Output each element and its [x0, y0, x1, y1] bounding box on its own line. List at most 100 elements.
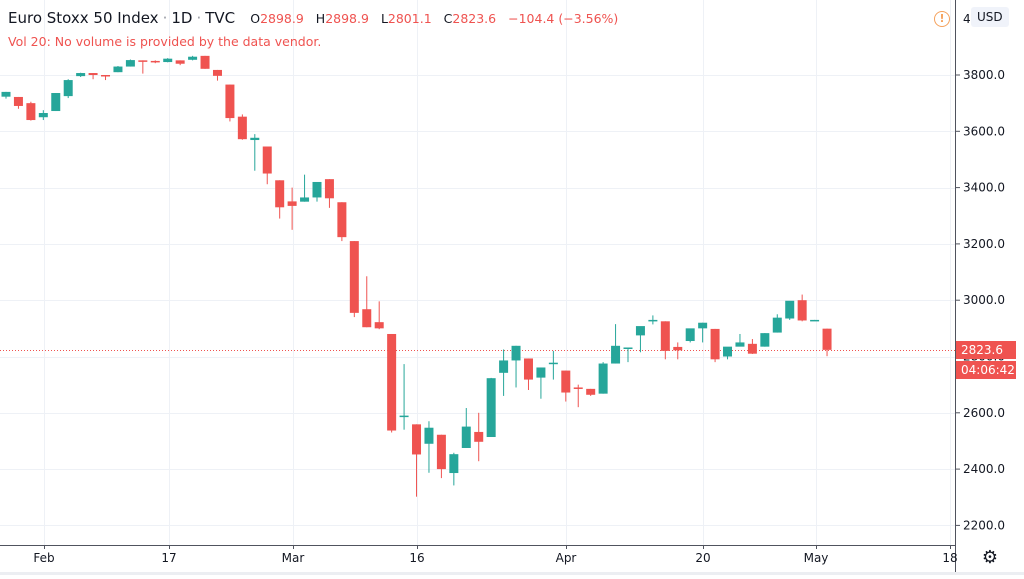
candle-up[interactable] — [461, 408, 471, 448]
candle-down[interactable] — [561, 370, 571, 402]
candle-body — [212, 69, 222, 76]
candle-up[interactable] — [38, 110, 48, 121]
candle-down[interactable] — [337, 202, 347, 242]
candle-down[interactable] — [262, 146, 272, 185]
candle-up[interactable] — [449, 452, 459, 486]
candle-down[interactable] — [523, 358, 533, 390]
warning-icon[interactable]: ! — [934, 11, 950, 27]
interval-label[interactable]: 1D — [171, 9, 193, 27]
candle-down[interactable] — [88, 73, 98, 80]
candle-down[interactable] — [412, 424, 422, 497]
candle-up[interactable] — [536, 367, 546, 399]
candle-down[interactable] — [175, 60, 185, 66]
candle-up[interactable] — [250, 134, 260, 171]
candle-down[interactable] — [225, 84, 235, 122]
candle-body — [499, 360, 509, 373]
candle-down[interactable] — [212, 69, 222, 81]
candle-up[interactable] — [648, 315, 658, 325]
symbol-title[interactable]: Euro Stoxx 50 Index — [8, 9, 159, 27]
candle-up[interactable] — [486, 377, 496, 438]
currency-button[interactable]: USD — [971, 7, 1009, 27]
candle-down[interactable] — [101, 75, 111, 81]
candle-up[interactable] — [76, 72, 86, 77]
candle-up[interactable] — [685, 328, 695, 343]
chart-legend: Euro Stoxx 50 Index · 1D · TVC O2898.9 H2898… — [8, 8, 626, 27]
candle-body — [474, 431, 484, 442]
candle-up[interactable] — [635, 326, 645, 353]
candle-body — [175, 60, 185, 64]
candle-down[interactable] — [822, 328, 832, 357]
candle-up[interactable] — [735, 333, 745, 347]
candle-up[interactable] — [698, 322, 708, 343]
candle-up[interactable] — [785, 300, 795, 320]
candle-down[interactable] — [26, 101, 36, 121]
bottom-strip — [0, 572, 1024, 575]
candle-down[interactable] — [200, 55, 210, 69]
y-axis-label: 3400.0 — [963, 181, 1005, 195]
candle-down[interactable] — [287, 187, 297, 230]
candle-body — [747, 343, 757, 354]
candle-up[interactable] — [63, 79, 73, 99]
x-axis-label: 18 — [942, 551, 957, 565]
candle-up[interactable] — [810, 319, 820, 322]
candle-body — [362, 309, 372, 328]
candle-body — [710, 328, 720, 360]
candle-up[interactable] — [300, 174, 310, 202]
candle-down[interactable] — [797, 294, 807, 322]
candle-up[interactable] — [163, 58, 173, 63]
candle-down[interactable] — [710, 328, 720, 363]
candle-up[interactable] — [598, 362, 608, 394]
candle-down[interactable] — [13, 96, 23, 109]
candle-up[interactable] — [1, 91, 11, 99]
candle-down[interactable] — [436, 434, 446, 479]
candle-body — [349, 241, 359, 313]
x-axis-label: 17 — [161, 551, 176, 565]
candle-down[interactable] — [586, 388, 596, 396]
candle-down[interactable] — [275, 180, 285, 219]
candle-up[interactable] — [611, 324, 621, 364]
candle-up[interactable] — [399, 364, 409, 430]
open-label: O — [250, 11, 261, 26]
volume-notice[interactable]: Vol 20: No volume is provided by the dat… — [8, 34, 322, 49]
candle-up[interactable] — [772, 314, 782, 333]
candle-up[interactable] — [499, 349, 509, 396]
settings-gear-icon[interactable]: ⚙ — [981, 547, 999, 568]
candle-up[interactable] — [424, 421, 434, 473]
candle-body — [412, 424, 422, 455]
candle-up[interactable] — [511, 345, 521, 388]
candle-up[interactable] — [113, 65, 123, 73]
candle-up[interactable] — [723, 346, 733, 360]
candle-body — [312, 181, 322, 198]
candle-down[interactable] — [349, 241, 359, 318]
candle-down[interactable] — [237, 114, 247, 140]
candle-body — [225, 84, 235, 119]
candle-body — [685, 328, 695, 342]
candle-down[interactable] — [138, 60, 148, 74]
candle-down[interactable] — [573, 384, 583, 408]
candle-body — [810, 319, 820, 322]
candle-down[interactable] — [673, 342, 683, 360]
candle-body — [88, 73, 98, 75]
candle-up[interactable] — [548, 350, 558, 380]
candle-down[interactable] — [387, 333, 397, 433]
candle-up[interactable] — [760, 333, 770, 347]
candle-down[interactable] — [324, 179, 334, 208]
candle-down[interactable] — [747, 339, 757, 354]
candle-body — [237, 116, 247, 140]
candle-down[interactable] — [374, 301, 384, 330]
candle-down[interactable] — [150, 60, 160, 64]
candle-up[interactable] — [623, 347, 633, 363]
candle-down[interactable] — [474, 412, 484, 462]
candle-up[interactable] — [312, 181, 322, 202]
candle-body — [623, 347, 633, 349]
candle-down[interactable] — [362, 276, 372, 328]
candle-up[interactable] — [188, 55, 198, 61]
candle-up[interactable] — [125, 59, 135, 67]
candle-body — [648, 319, 658, 322]
candle-body — [337, 202, 347, 238]
candle-body — [723, 346, 733, 357]
candle-up[interactable] — [51, 93, 61, 112]
candle-down[interactable] — [660, 321, 670, 360]
